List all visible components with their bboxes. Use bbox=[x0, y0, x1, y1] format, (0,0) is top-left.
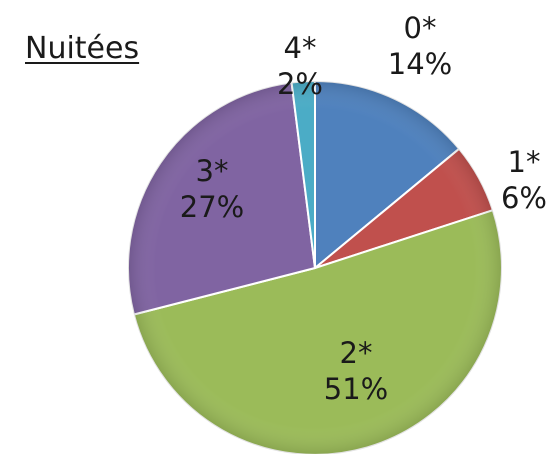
data-label-2: 2* 51% bbox=[324, 336, 388, 406]
data-label-3: 3* 27% bbox=[180, 154, 244, 224]
data-label-category: 2* bbox=[340, 336, 373, 370]
data-label-value: 14% bbox=[388, 47, 452, 81]
pie-data-labels: 0* 14% 1* 6% 2* 51% 3* 27% 4* 2% bbox=[180, 11, 547, 406]
pie-slices bbox=[127, 79, 503, 454]
data-label-value: 51% bbox=[324, 372, 388, 406]
data-label-0: 0* 14% bbox=[388, 11, 452, 81]
data-label-category: 0* bbox=[404, 11, 437, 45]
data-label-1: 1* 6% bbox=[501, 145, 547, 215]
chart-title: Nuitées bbox=[25, 31, 140, 66]
data-label-category: 4* bbox=[284, 31, 317, 65]
data-label-value: 27% bbox=[180, 190, 244, 224]
data-label-value: 2% bbox=[277, 67, 323, 101]
data-label-category: 3* bbox=[196, 154, 229, 188]
data-label-4: 4* 2% bbox=[277, 31, 323, 101]
data-label-category: 1* bbox=[508, 145, 541, 179]
data-label-value: 6% bbox=[501, 181, 547, 215]
